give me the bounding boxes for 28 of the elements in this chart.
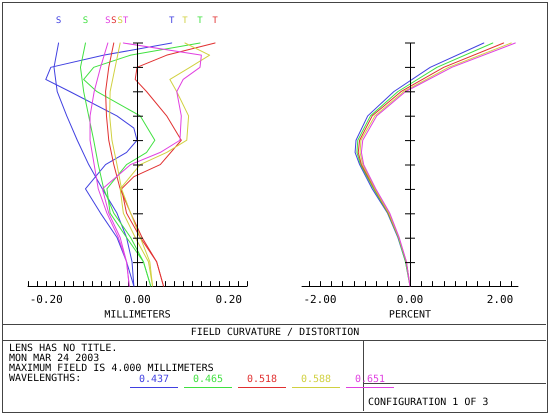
series-label: S [56,16,62,26]
x-axis-title: PERCENT [388,310,432,320]
text: 0.465 [192,374,224,385]
text: 0.588 [300,374,332,385]
series-label: S [82,16,88,26]
text: CONFIGURATION 1 OF 3 [368,397,488,408]
x-tick-label: 0.00 [396,293,424,306]
text: MON MAR 24 2003 [9,353,100,364]
text: FIELD CURVATURE / DISTORTION [190,327,360,338]
x-tick-label: -2.00 [303,293,337,306]
series-label: T [212,16,218,26]
series-label: T [169,16,176,26]
text: 0.518 [246,374,278,385]
x-axis-title: MILLIMETERS [104,310,171,320]
text: MAXIMUM FIELD IS 4.000 MILLIMETERS [9,363,214,374]
series-label: T [182,16,188,26]
series-label: S [105,16,111,26]
text: WAVELENGTHS: [9,373,82,384]
series-label: S [117,16,123,26]
x-tick-label: -0.20 [30,293,63,306]
x-tick-label: 0.00 [124,293,151,306]
series-label: S [111,16,116,26]
series-label: T [122,16,129,26]
x-tick-label: 2.00 [486,293,514,306]
text: 0.437 [138,374,170,385]
x-tick-label: 0.20 [216,293,242,306]
text: LENS HAS NO TITLE. [9,343,118,354]
series-label: T [197,16,204,26]
